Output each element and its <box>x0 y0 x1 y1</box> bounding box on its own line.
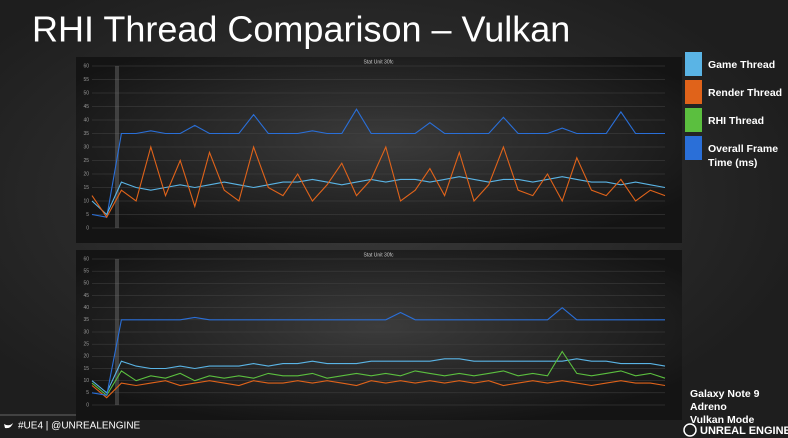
y-tick-label: 40 <box>83 305 89 311</box>
device-info: Galaxy Note 9 Adreno Vulkan Mode <box>690 388 759 427</box>
chart-panel <box>76 57 682 243</box>
legend-label: Game Thread <box>708 59 776 71</box>
logo-icon <box>683 423 697 437</box>
y-tick-label: 20 <box>83 354 89 360</box>
y-tick-label: 50 <box>83 281 89 287</box>
legend-item: RHI Thread <box>685 108 785 132</box>
y-tick-label: 45 <box>83 293 89 299</box>
device-line: Galaxy Note 9 <box>690 388 760 400</box>
legend-swatch <box>685 80 702 104</box>
legend-label: RHI Thread <box>708 115 765 127</box>
y-tick-label: 0 <box>86 225 89 231</box>
series-line <box>91 306 665 396</box>
series-line <box>91 358 666 394</box>
twitter-icon <box>4 423 13 429</box>
series-line <box>91 108 665 218</box>
legend-swatch <box>685 136 702 160</box>
y-tick-label: 25 <box>83 341 89 347</box>
footer-text: #UE4 | @UNREALENGINE <box>18 421 141 432</box>
y-tick-label: 10 <box>83 198 89 204</box>
y-tick-label: 10 <box>83 378 89 384</box>
legend-label: Render Thread <box>708 87 783 99</box>
y-tick-label: 50 <box>83 90 89 96</box>
y-tick-label: 30 <box>83 329 89 335</box>
y-tick-label: 60 <box>83 256 89 262</box>
legend-swatch <box>685 52 702 76</box>
y-tick-label: 45 <box>83 104 89 110</box>
slide-title: RHI Thread Comparison – Vulkan <box>32 9 570 50</box>
y-tick-label: 60 <box>83 63 89 69</box>
y-tick-label: 5 <box>86 390 89 396</box>
y-tick-label: 35 <box>83 317 89 323</box>
series-line <box>91 380 666 399</box>
y-tick-label: 20 <box>83 171 89 177</box>
y-tick-label: 15 <box>83 185 89 191</box>
chart-panel <box>76 250 682 420</box>
y-tick-label: 55 <box>83 77 89 83</box>
y-tick-label: 55 <box>83 268 89 274</box>
legend-label: Overall Frame Time (ms) <box>708 143 779 169</box>
y-tick-label: 5 <box>86 212 89 218</box>
device-line: Adreno <box>690 401 727 413</box>
chart-title: Stat Unit 30fc <box>363 252 394 258</box>
device-line: Vulkan Mode <box>690 414 755 426</box>
legend-swatch <box>685 108 702 132</box>
y-tick-label: 40 <box>83 117 89 123</box>
legend-item: Game Thread <box>685 52 785 76</box>
chart-title: Stat Unit 30fc <box>363 59 394 65</box>
y-tick-label: 0 <box>86 402 89 408</box>
legend-item: Render Thread <box>685 80 785 104</box>
y-tick-label: 15 <box>83 366 89 372</box>
y-tick-label: 25 <box>83 158 89 164</box>
legend: Game Thread Render Thread RHI Thread Overal… <box>685 52 785 174</box>
series-line <box>91 350 666 397</box>
y-tick-label: 30 <box>83 144 89 150</box>
legend-item: Overall Frame Time (ms) <box>685 136 785 170</box>
logo-text: UNREAL ENGINE <box>700 425 788 437</box>
y-tick-label: 35 <box>83 131 89 137</box>
series-line <box>91 145 666 219</box>
